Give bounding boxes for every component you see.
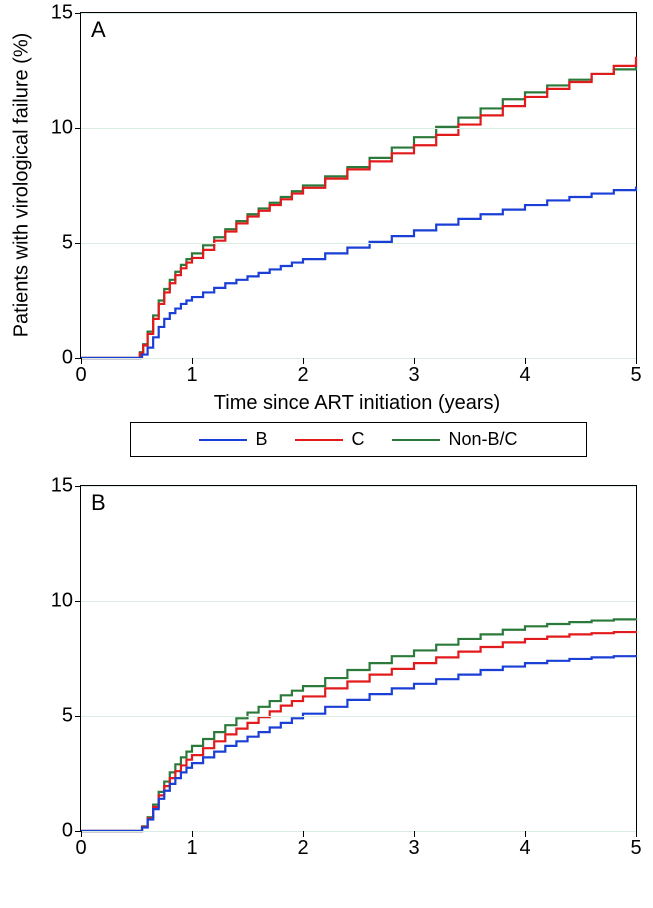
panel-a-xlabel: Time since ART initiation (years) [214,392,500,415]
legend: B C Non-B/C [130,422,587,457]
xtick-label: 1 [186,831,197,860]
legend-label: B [255,429,267,450]
xtick-label: 5 [630,358,641,387]
xtick-label: 1 [186,358,197,387]
ytick-label: 15 [51,475,81,498]
xtick-label: 0 [75,831,86,860]
legend-label: C [351,429,364,450]
series-B [81,187,636,358]
xtick-label: 4 [519,358,530,387]
ytick-label: 15 [51,2,81,25]
gridline [81,13,636,14]
gridline [81,358,636,359]
xtick-label: 4 [519,831,530,860]
legend-swatch [295,439,343,441]
gridline [81,243,636,244]
panel-b-lines [81,486,636,831]
xtick-label: 0 [75,358,86,387]
ytick-label: 10 [51,117,81,140]
ytick-label: 5 [62,232,81,255]
figure-root: A 051015012345 Patients with virological… [0,0,653,908]
ytick-label: 10 [51,590,81,613]
legend-label: Non-B/C [448,429,517,450]
xtick-label: 5 [630,831,641,860]
legend-item-NonBC: Non-B/C [392,429,517,450]
legend-swatch [392,439,440,441]
gridline [81,486,636,487]
panel-b-plot: B 051015012345 [80,485,637,832]
series-C [81,57,636,358]
xtick-label: 3 [408,358,419,387]
gridline [81,128,636,129]
panel-a-ylabel: Patients with virological failure (%) [11,33,34,338]
xtick-label: 3 [408,831,419,860]
xtick-label: 2 [297,831,308,860]
series-NonBC [81,64,636,358]
ytick-label: 5 [62,705,81,728]
legend-item-C: C [295,429,364,450]
legend-item-B: B [199,429,267,450]
panel-a-plot: A 051015012345 [80,12,637,359]
gridline [81,601,636,602]
xtick-label: 2 [297,358,308,387]
legend-swatch [199,439,247,441]
gridline [81,831,636,832]
panel-a-lines [81,13,636,358]
gridline [81,716,636,717]
